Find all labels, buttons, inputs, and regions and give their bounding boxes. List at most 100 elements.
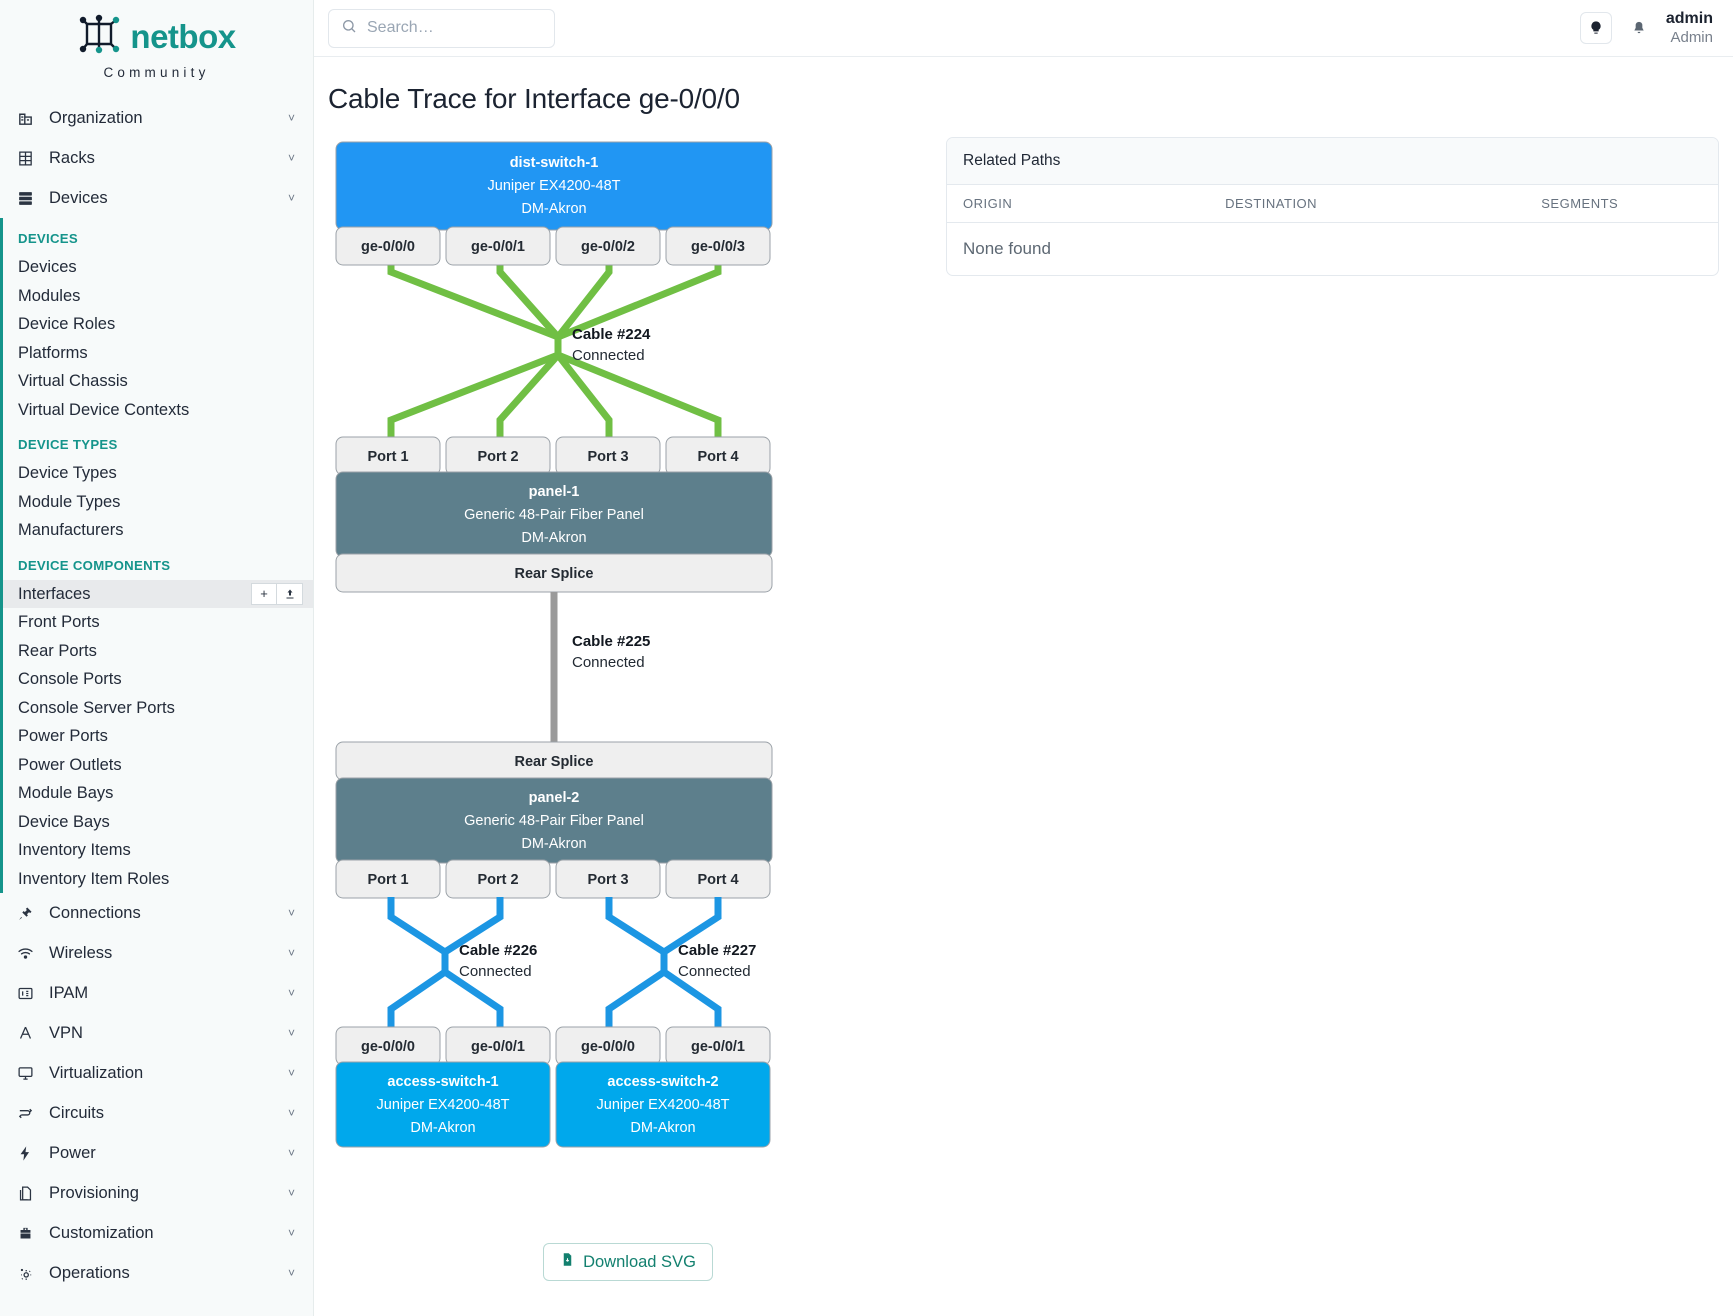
- search-input[interactable]: [367, 19, 542, 37]
- termination-label: Port 3: [587, 872, 628, 888]
- chevron-down-icon: ˅: [287, 1186, 295, 1200]
- lightbulb-icon[interactable]: [1579, 12, 1612, 44]
- sidebar-item-device-roles[interactable]: Device Roles: [18, 315, 116, 334]
- cable-status: Connected: [572, 347, 645, 364]
- device-node-dist-switch-1[interactable]: dist-switch-1 Juniper EX4200-48T DM-Akro…: [335, 141, 773, 231]
- termination-label: Port 1: [367, 449, 408, 465]
- cable-224-label[interactable]: Cable #224 Connected: [572, 326, 651, 364]
- panel-1-front-ports: Port 1 Port 2 Port 3 Port 4: [335, 436, 771, 476]
- cable-227-label[interactable]: Cable #227 Connected: [678, 942, 756, 980]
- sidebar-item-console-ports[interactable]: Console Ports: [18, 670, 122, 689]
- sidebar-item-module-bays[interactable]: Module Bays: [18, 784, 114, 803]
- building-icon: [17, 110, 43, 127]
- plug-icon: [17, 905, 43, 922]
- sidebar-item-label: Virtualization: [49, 1063, 144, 1082]
- termination-label: Port 2: [477, 449, 518, 465]
- sidebar-item-label: Interfaces: [18, 584, 91, 603]
- device-site: DM-Akron: [630, 1120, 695, 1136]
- sidebar-item-racks[interactable]: Racks ˅: [0, 138, 313, 178]
- sidebar: netbox Community Organization ˅: [0, 0, 314, 1316]
- sidebar-item-device-types[interactable]: Device Types: [18, 464, 117, 483]
- sidebar-item-inventory-items[interactable]: Inventory Items: [18, 841, 131, 860]
- sidebar-item-label: Wireless: [49, 943, 113, 962]
- column-header-destination[interactable]: Destination: [1209, 185, 1526, 223]
- content-area: dist-switch-1 Juniper EX4200-48T DM-Akro…: [314, 115, 1733, 1281]
- chevron-down-icon: ˅: [287, 1026, 295, 1040]
- user-name: admin: [1665, 9, 1713, 27]
- sidebar-item-rear-ports[interactable]: Rear Ports: [18, 641, 97, 660]
- sidebar-item-operations[interactable]: Operations ˅: [0, 1253, 313, 1293]
- column-header-origin[interactable]: Origin: [947, 185, 1210, 223]
- sidebar-item-devices-list[interactable]: Devices: [18, 258, 77, 277]
- device-node-access-switch-1[interactable]: access-switch-1 Juniper EX4200-48T DM-Ak…: [335, 1061, 551, 1148]
- sidebar-item-power-ports[interactable]: Power Ports: [18, 727, 108, 746]
- monitor-icon: [17, 1065, 43, 1082]
- termination-label: ge-0/0/1: [471, 1039, 525, 1055]
- device-type: Juniper EX4200-48T: [597, 1097, 730, 1113]
- bell-icon[interactable]: [1626, 13, 1652, 43]
- brand[interactable]: netbox Community: [0, 0, 313, 98]
- sidebar-item-manufacturers[interactable]: Manufacturers: [18, 521, 124, 540]
- sidebar-item-provisioning[interactable]: Provisioning ˅: [0, 1173, 313, 1213]
- ipam-icon: [17, 985, 43, 1002]
- cable-225-label[interactable]: Cable #225 Connected: [572, 633, 650, 671]
- download-svg-button[interactable]: Download SVG: [543, 1243, 713, 1281]
- termination-label: ge-0/0/2: [581, 239, 635, 255]
- device-site: DM-Akron: [521, 836, 586, 852]
- sidebar-item-interfaces[interactable]: Interfaces +: [3, 579, 313, 608]
- sidebar-item-inventory-item-roles[interactable]: Inventory Item Roles: [18, 869, 170, 888]
- chevron-down-icon: ˅: [287, 191, 295, 205]
- cable-226-label[interactable]: Cable #226 Connected: [459, 942, 537, 980]
- chevron-down-icon: ˅: [287, 1266, 295, 1280]
- sidebar-item-power[interactable]: Power ˅: [0, 1133, 313, 1173]
- cable-status: Connected: [459, 963, 532, 980]
- sidebar-item-label: Customization: [49, 1223, 154, 1242]
- sidebar-item-connections[interactable]: Connections ˅: [0, 893, 313, 933]
- sidebar-item-label: Provisioning: [49, 1183, 139, 1202]
- sidebar-item-module-types[interactable]: Module Types: [18, 492, 121, 511]
- sidebar-item-organization[interactable]: Organization ˅: [0, 98, 313, 138]
- sidebar-item-power-outlets[interactable]: Power Outlets: [18, 755, 122, 774]
- download-svg-label: Download SVG: [583, 1252, 696, 1271]
- sidebar-item-console-server-ports[interactable]: Console Server Ports: [18, 698, 175, 717]
- sidebar-item-virtualization[interactable]: Virtualization ˅: [0, 1053, 313, 1093]
- sidebar-item-customization[interactable]: Customization ˅: [0, 1213, 313, 1253]
- device-type: Juniper EX4200-48T: [377, 1097, 510, 1113]
- chevron-down-icon: ˅: [287, 906, 295, 920]
- sidebar-item-device-bays[interactable]: Device Bays: [18, 812, 110, 831]
- sidebar-item-front-ports[interactable]: Front Ports: [18, 613, 100, 632]
- device-name: panel-2: [529, 790, 580, 806]
- upload-icon[interactable]: [277, 582, 303, 605]
- sidebar-item-vpn[interactable]: VPN ˅: [0, 1013, 313, 1053]
- chevron-down-icon: ˅: [287, 946, 295, 960]
- cable-trace-diagram: dist-switch-1 Juniper EX4200-48T DM-Akro…: [328, 137, 928, 1281]
- sidebar-item-ipam[interactable]: IPAM ˅: [0, 973, 313, 1013]
- sidebar-item-platforms[interactable]: Platforms: [18, 343, 88, 362]
- device-node-panel-2[interactable]: panel-2 Generic 48-Pair Fiber Panel DM-A…: [335, 777, 773, 864]
- sidebar-item-devices[interactable]: Devices ˅: [0, 178, 313, 218]
- device-name: access-switch-2: [607, 1074, 718, 1090]
- device-node-panel-1[interactable]: panel-1 Generic 48-Pair Fiber Panel DM-A…: [335, 471, 773, 558]
- access-switch-2-terminations: ge-0/0/0 ge-0/0/1: [555, 1026, 771, 1066]
- sidebar-item-virtual-chassis[interactable]: Virtual Chassis: [18, 372, 128, 391]
- sidebar-item-circuits[interactable]: Circuits ˅: [0, 1093, 313, 1133]
- add-interface-button[interactable]: +: [251, 582, 277, 605]
- brand-edition: Community: [103, 65, 210, 80]
- lightning-icon: [17, 1145, 43, 1162]
- device-site: DM-Akron: [521, 530, 586, 546]
- search-box[interactable]: [328, 8, 555, 48]
- termination-label: Port 4: [697, 872, 738, 888]
- user-menu[interactable]: admin Admin: [1666, 9, 1713, 48]
- device-name: access-switch-1: [387, 1074, 498, 1090]
- cable-224-lines: [387, 252, 722, 440]
- sidebar-item-virtual-device-contexts[interactable]: Virtual Device Contexts: [18, 400, 190, 419]
- device-node-access-switch-2[interactable]: access-switch-2 Juniper EX4200-48T DM-Ak…: [555, 1061, 771, 1148]
- sidebar-item-modules[interactable]: Modules: [18, 286, 81, 305]
- sidebar-item-wireless[interactable]: Wireless ˅: [0, 933, 313, 973]
- user-role: Admin: [1670, 28, 1713, 46]
- empty-state-text: None found: [963, 239, 1051, 258]
- sidebar-item-label: Connections: [49, 903, 141, 922]
- column-header-segments[interactable]: Segments: [1525, 185, 1718, 223]
- termination-label: Rear Splice: [515, 566, 594, 582]
- panel-1-rear-port: Rear Splice: [335, 553, 773, 593]
